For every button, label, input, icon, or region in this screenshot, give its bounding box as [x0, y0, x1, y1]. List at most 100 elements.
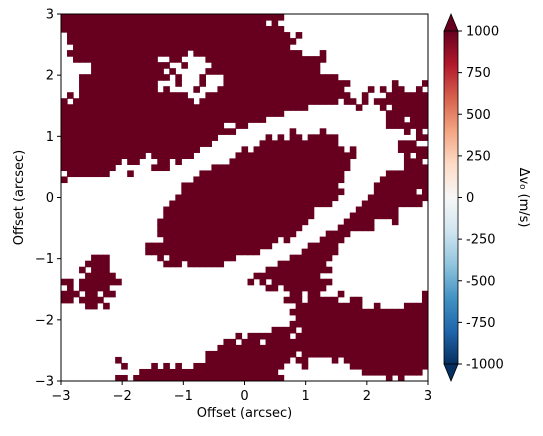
- heatmap-cell: [181, 213, 188, 220]
- heatmap-cell: [211, 237, 218, 244]
- heatmap-cell: [223, 369, 230, 376]
- heatmap-cell: [380, 207, 387, 214]
- heatmap-cell: [296, 194, 303, 201]
- heatmap-cell: [229, 351, 236, 358]
- heatmap-cell: [392, 110, 399, 117]
- heatmap-cell: [175, 74, 182, 81]
- heatmap-cell: [260, 237, 267, 244]
- heatmap-cell: [115, 56, 122, 63]
- heatmap-cell: [235, 158, 242, 165]
- heatmap-cell: [169, 225, 176, 232]
- heatmap-cell: [151, 32, 158, 39]
- heatmap-cell: [217, 38, 224, 45]
- heatmap-cell: [314, 152, 321, 159]
- heatmap-cell: [241, 225, 248, 232]
- heatmap-cell: [223, 68, 230, 75]
- heatmap-cell: [296, 219, 303, 226]
- heatmap-cell: [326, 140, 333, 147]
- heatmap-cell: [79, 38, 86, 45]
- heatmap-cell: [296, 273, 303, 280]
- heatmap-cell: [338, 92, 345, 99]
- heatmap-cell: [374, 327, 381, 334]
- heatmap-cell: [296, 261, 303, 268]
- heatmap-cell: [199, 176, 206, 183]
- heatmap-cell: [103, 110, 110, 117]
- heatmap-cell: [272, 231, 279, 238]
- heatmap-cell: [338, 231, 345, 238]
- heatmap-cell: [163, 249, 170, 256]
- heatmap-cell: [362, 327, 369, 334]
- heatmap-cell: [103, 303, 110, 310]
- heatmap-cell: [157, 44, 164, 51]
- heatmap-cell: [91, 98, 98, 105]
- heatmap-cell: [115, 140, 122, 147]
- heatmap-cell: [284, 170, 291, 177]
- heatmap-cell: [241, 86, 248, 93]
- heatmap-cell: [410, 327, 417, 334]
- heatmap-cell: [235, 86, 242, 93]
- heatmap-cell: [398, 92, 405, 99]
- heatmap-cell: [290, 219, 297, 226]
- heatmap-cell: [308, 201, 315, 208]
- heatmap-cell: [223, 255, 230, 262]
- heatmap-cell: [103, 44, 110, 51]
- heatmap-cell: [187, 38, 194, 45]
- heatmap-cell: [284, 164, 291, 171]
- heatmap-cell: [235, 98, 242, 105]
- heatmap-cell: [284, 279, 291, 286]
- heatmap-cell: [290, 345, 297, 352]
- heatmap-cell: [290, 146, 297, 153]
- heatmap-cell: [211, 351, 218, 358]
- heatmap-cell: [169, 213, 176, 220]
- heatmap-cell: [199, 369, 206, 376]
- heatmap-cell: [115, 74, 122, 81]
- heatmap-cell: [193, 182, 200, 189]
- heatmap-cell: [314, 176, 321, 183]
- heatmap-cell: [272, 182, 279, 189]
- heatmap-cell: [211, 128, 218, 135]
- heatmap-cell: [217, 201, 224, 208]
- heatmap-cell: [163, 207, 170, 214]
- heatmap-cell: [145, 38, 152, 45]
- heatmap-cell: [344, 339, 351, 346]
- heatmap-cell: [181, 26, 188, 33]
- heatmap-cell: [115, 146, 122, 153]
- heatmap-cell: [410, 146, 417, 153]
- heatmap-cell: [410, 92, 417, 99]
- heatmap-cell: [175, 128, 182, 135]
- heatmap-cell: [314, 140, 321, 147]
- heatmap-cell: [181, 225, 188, 232]
- heatmap-cell: [254, 86, 261, 93]
- heatmap-cell: [308, 351, 315, 358]
- heatmap-cell: [302, 261, 309, 268]
- heatmap-cell: [260, 116, 267, 123]
- heatmap-cell: [157, 38, 164, 45]
- heatmap-cell: [398, 327, 405, 334]
- heatmap-cell: [151, 122, 158, 129]
- heatmap-cell: [187, 32, 194, 39]
- heatmap-cell: [229, 92, 236, 99]
- heatmap-cell: [181, 128, 188, 135]
- heatmap-cell: [338, 225, 345, 232]
- heatmap-cell: [284, 351, 291, 358]
- heatmap-cell: [338, 315, 345, 322]
- heatmap-cell: [169, 44, 176, 51]
- heatmap-cell: [266, 285, 273, 292]
- heatmap-cell: [223, 219, 230, 226]
- heatmap-cell: [248, 249, 255, 256]
- heatmap-cell: [404, 321, 411, 328]
- heatmap-cell: [211, 369, 218, 376]
- heatmap-cell: [133, 152, 140, 159]
- heatmap-cell: [416, 327, 423, 334]
- heatmap-cell: [386, 315, 393, 322]
- heatmap-cell: [320, 128, 327, 135]
- heatmap-cell: [362, 225, 369, 232]
- heatmap-cell: [121, 56, 128, 63]
- heatmap-cell: [73, 32, 80, 39]
- heatmap-cell: [290, 225, 297, 232]
- heatmap-cell: [332, 134, 339, 141]
- heatmap-cell: [368, 86, 375, 93]
- heatmap-cell: [278, 339, 285, 346]
- heatmap-cell: [205, 92, 212, 99]
- heatmap-cell: [266, 44, 273, 51]
